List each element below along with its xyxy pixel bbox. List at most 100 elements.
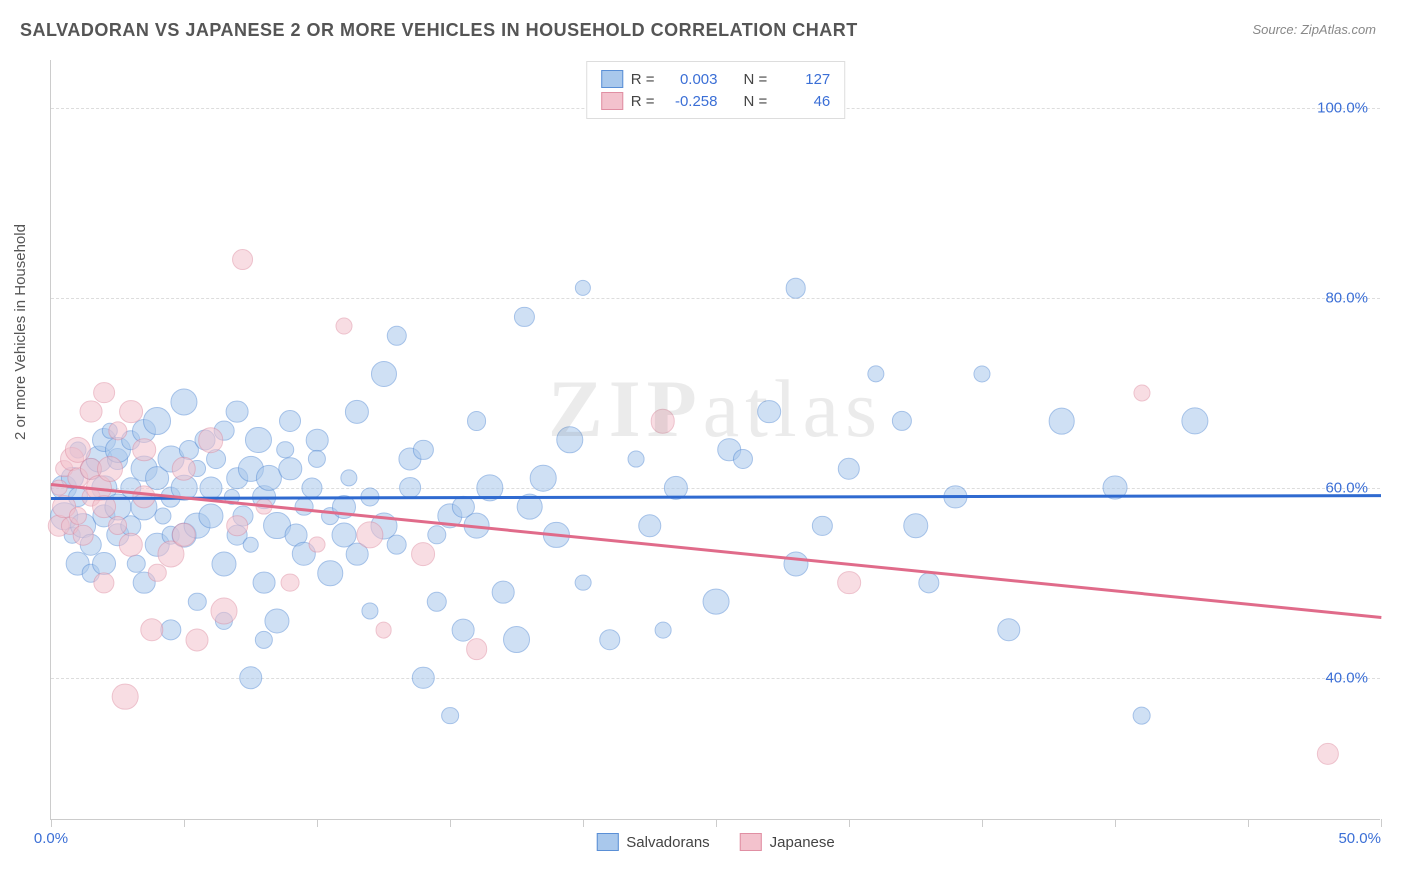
- data-point: [148, 564, 166, 582]
- data-point: [375, 622, 392, 639]
- n-value: 127: [775, 71, 830, 88]
- data-point: [918, 572, 939, 593]
- n-label: N =: [744, 71, 768, 88]
- data-point: [703, 588, 730, 615]
- data-point: [467, 411, 487, 431]
- r-label: R =: [631, 93, 655, 110]
- x-tick: [716, 819, 717, 827]
- data-point: [386, 534, 407, 555]
- legend-swatch: [601, 92, 623, 110]
- legend-swatch: [601, 70, 623, 88]
- data-point: [294, 497, 313, 516]
- data-point: [997, 618, 1020, 641]
- r-label: R =: [631, 71, 655, 88]
- data-point: [93, 382, 115, 404]
- data-point: [838, 457, 860, 479]
- legend-label: Salvadorans: [626, 834, 709, 851]
- data-point: [188, 592, 206, 610]
- legend-swatch: [596, 833, 618, 851]
- legend-row: R = 0.003 N = 127: [601, 68, 831, 90]
- data-point: [514, 306, 534, 326]
- data-point: [503, 626, 531, 654]
- data-point: [1181, 407, 1208, 434]
- data-point: [226, 515, 248, 537]
- data-point: [119, 400, 143, 424]
- correlation-legend: R =0.003N =127R =-0.258N =46: [586, 61, 846, 119]
- data-point: [867, 365, 884, 382]
- data-point: [575, 280, 591, 296]
- data-point: [276, 441, 294, 459]
- data-point: [94, 572, 115, 593]
- y-tick-label: 40.0%: [1325, 669, 1368, 686]
- plot-area: ZIPatlas R =0.003N =127R =-0.258N =46 Sa…: [50, 60, 1380, 820]
- data-point: [628, 451, 645, 468]
- x-tick: [1115, 819, 1116, 827]
- r-value: 0.003: [663, 71, 718, 88]
- data-point: [279, 457, 302, 480]
- data-point: [281, 573, 300, 592]
- data-point: [654, 622, 671, 639]
- legend-label: Japanese: [770, 834, 835, 851]
- data-point: [73, 525, 94, 546]
- data-point: [97, 455, 123, 481]
- watermark: ZIPatlas: [548, 362, 883, 456]
- data-point: [198, 503, 223, 528]
- data-point: [733, 449, 753, 469]
- data-point: [79, 400, 102, 423]
- data-point: [399, 477, 421, 499]
- series-legend: Salvadorans Japanese: [596, 833, 834, 851]
- data-point: [973, 365, 990, 382]
- x-tick: [849, 819, 850, 827]
- data-point: [252, 571, 275, 594]
- data-point: [170, 388, 197, 415]
- x-tick: [317, 819, 318, 827]
- data-point: [112, 683, 139, 710]
- x-tick: [51, 819, 52, 827]
- data-point: [785, 278, 806, 299]
- data-point: [210, 598, 237, 625]
- trend-line: [51, 494, 1381, 499]
- y-tick-label: 100.0%: [1317, 99, 1368, 116]
- gridline: [51, 488, 1380, 489]
- data-point: [903, 513, 928, 538]
- data-point: [441, 707, 459, 725]
- data-point: [140, 618, 163, 641]
- data-point: [51, 479, 68, 496]
- data-point: [143, 407, 171, 435]
- legend-item: Salvadorans: [596, 833, 709, 851]
- data-point: [413, 439, 433, 459]
- data-point: [812, 515, 832, 535]
- data-point: [306, 429, 329, 452]
- r-value: -0.258: [663, 93, 718, 110]
- data-point: [132, 438, 156, 462]
- data-point: [226, 400, 249, 423]
- data-point: [651, 409, 676, 434]
- data-point: [232, 249, 254, 271]
- data-point: [245, 427, 271, 453]
- y-tick-label: 80.0%: [1325, 289, 1368, 306]
- x-tick: [1381, 819, 1382, 827]
- data-point: [279, 410, 301, 432]
- data-point: [108, 516, 128, 536]
- n-label: N =: [744, 93, 768, 110]
- data-point: [757, 400, 781, 424]
- data-point: [426, 591, 446, 611]
- data-point: [599, 629, 621, 651]
- data-point: [387, 325, 407, 345]
- data-point: [1317, 742, 1339, 764]
- data-point: [530, 465, 557, 492]
- data-point: [411, 542, 435, 566]
- legend-row: R =-0.258N =46: [601, 90, 831, 112]
- data-point: [1132, 706, 1151, 725]
- data-point: [362, 602, 379, 619]
- data-point: [357, 521, 384, 548]
- x-tick-label: 0.0%: [34, 830, 68, 847]
- x-tick-label: 50.0%: [1338, 830, 1381, 847]
- data-point: [1048, 408, 1075, 435]
- data-point: [783, 551, 808, 576]
- data-point: [466, 638, 488, 660]
- source-attribution: Source: ZipAtlas.com: [1252, 22, 1376, 37]
- data-point: [154, 507, 171, 524]
- data-point: [1133, 384, 1150, 401]
- x-tick: [184, 819, 185, 827]
